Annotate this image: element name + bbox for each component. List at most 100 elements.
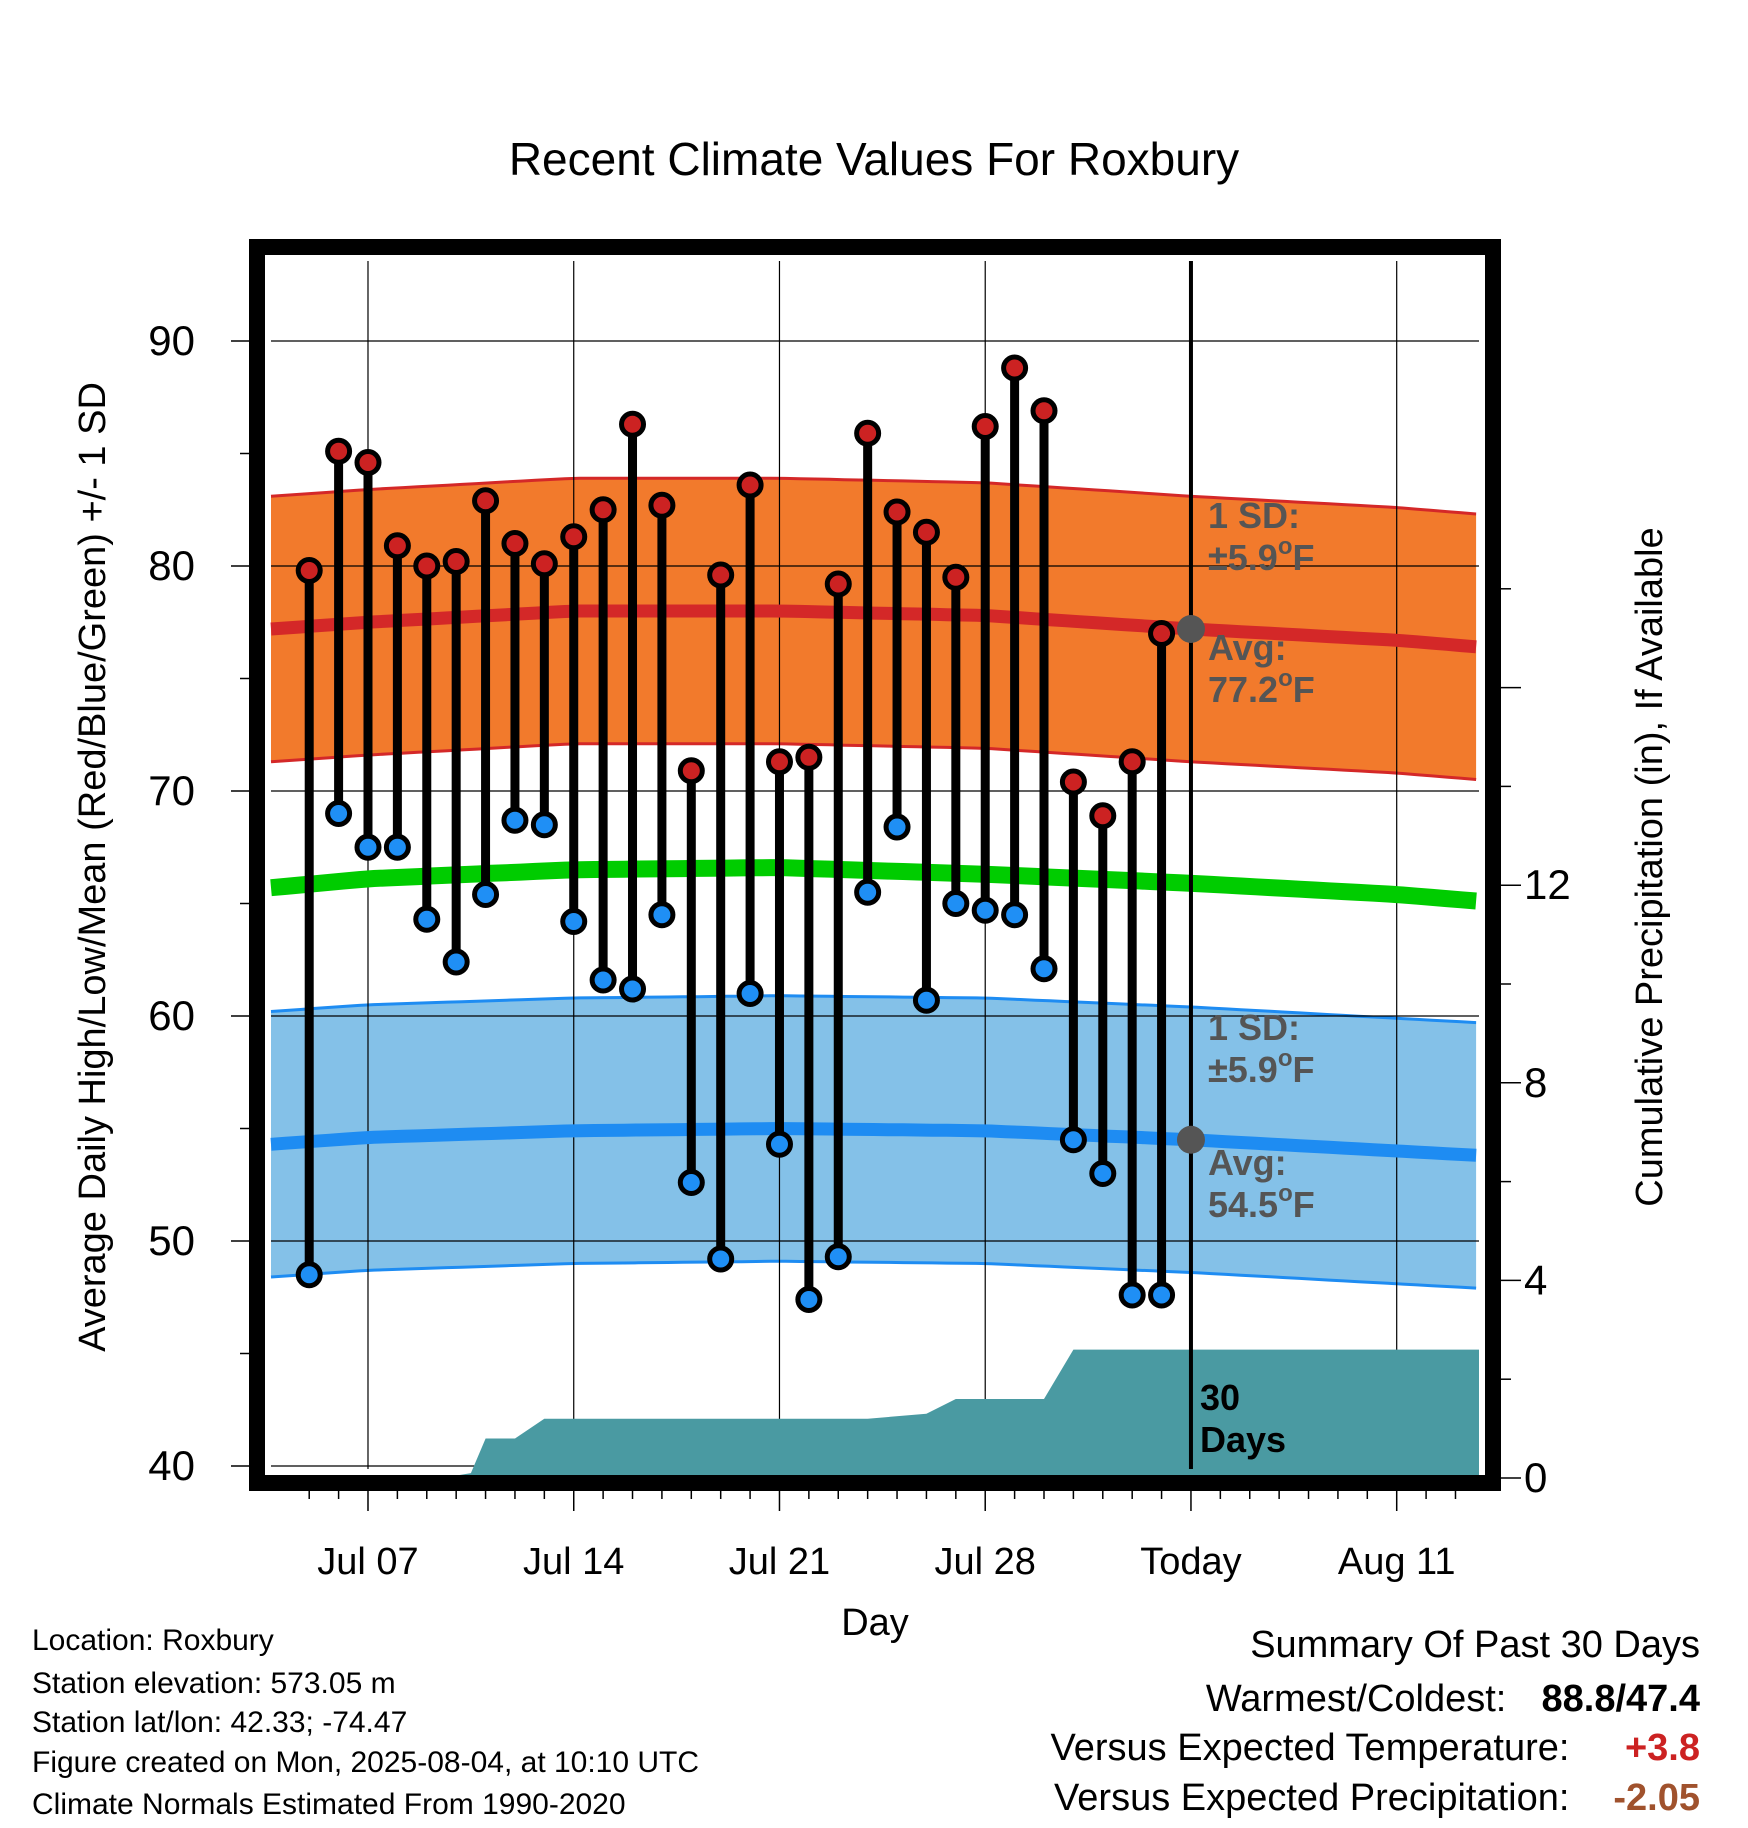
high-avg-value: 77.2oF	[1208, 665, 1315, 710]
daily-high-point	[648, 491, 676, 519]
daily-low-point	[1001, 901, 1029, 929]
x-tick-label: Jul 28	[935, 1541, 1036, 1583]
daily-low-point	[912, 986, 940, 1014]
daily-high-point	[442, 548, 470, 575]
precip-value: -2.05	[1613, 1777, 1700, 1819]
summary-precipitation: Versus Expected Precipitation: -2.05	[1054, 1778, 1700, 1818]
y-axis-label: Average Daily High/Low/Mean (Red/Blue/Gr…	[72, 382, 114, 1352]
low-avg-value: 54.5oF	[1208, 1180, 1315, 1225]
low-avg-degree: o	[1278, 1180, 1293, 1207]
y2-tick-label: 8	[1524, 1059, 1547, 1106]
y-tick-label: 80	[148, 542, 195, 589]
y2-tick-label: 0	[1524, 1454, 1547, 1501]
x-tick-label: Jul 07	[317, 1541, 418, 1583]
daily-low-point	[295, 1261, 323, 1289]
low-sd-number: ±5.9	[1208, 1049, 1278, 1090]
elevation-info: Station elevation: 573.05 m	[32, 1667, 396, 1700]
high-sd-degree: o	[1278, 533, 1293, 560]
daily-high-point	[589, 496, 617, 524]
daily-low-point	[472, 881, 500, 908]
high-sd-unit: F	[1292, 537, 1314, 578]
daily-low-point	[765, 1130, 793, 1158]
low-avg-label: Avg:	[1208, 1142, 1287, 1183]
created-info: Figure created on Mon, 2025-08-04, at 10…	[32, 1746, 700, 1779]
coldest-value: 47.4	[1626, 1678, 1700, 1720]
daily-high-point	[795, 743, 823, 771]
today-normal-low-marker	[1176, 1125, 1205, 1154]
window-label-line1: 30	[1200, 1377, 1240, 1418]
daily-low-point	[354, 833, 382, 861]
daily-low-point	[1089, 1160, 1117, 1187]
y-tick-label: 40	[148, 1442, 195, 1489]
high-avg-unit: F	[1293, 669, 1315, 710]
latlon-info: Station lat/lon: 42.33; -74.47	[32, 1706, 408, 1739]
daily-high-point	[560, 523, 588, 551]
daily-high-point	[854, 419, 882, 447]
daily-high-point	[354, 449, 382, 476]
daily-low-point	[413, 905, 441, 933]
temp-value: +3.8	[1624, 1727, 1700, 1769]
daily-high-point	[942, 563, 970, 591]
daily-high-point	[736, 471, 764, 499]
daily-high-point	[1148, 620, 1176, 647]
x-tick-label: Aug 11	[1338, 1541, 1456, 1583]
daily-high-point	[1030, 397, 1058, 425]
high-avg-degree: o	[1278, 665, 1293, 692]
daily-low-point	[589, 966, 617, 994]
daily-low-point	[883, 813, 911, 841]
high-sd-label: 1 SD:	[1208, 495, 1300, 536]
daily-low-point	[824, 1243, 852, 1271]
low-sd-unit: F	[1292, 1049, 1314, 1090]
daily-low-point	[736, 980, 764, 1007]
mean-low-line	[270, 1122, 1477, 1162]
daily-high-point	[677, 757, 705, 785]
high-sd-value: ±5.9oF	[1208, 533, 1314, 578]
daily-low-point	[648, 901, 676, 929]
daily-high-point	[1001, 354, 1029, 382]
daily-high-point	[707, 561, 735, 589]
daily-low-point	[677, 1169, 705, 1196]
low-band-upper-edge	[270, 994, 1477, 1025]
daily-mean-line	[270, 859, 1477, 910]
summary-heading: Summary Of Past 30 Days	[1250, 1624, 1700, 1666]
low-avg-number: 54.5	[1208, 1184, 1278, 1225]
normals-info: Climate Normals Estimated From 1990-2020	[32, 1788, 626, 1821]
daily-low-point	[1118, 1281, 1146, 1309]
daily-high-point	[824, 570, 852, 598]
daily-low-point	[383, 833, 411, 861]
left-axis: 90 80 70 60 50 40	[148, 317, 249, 1489]
daily-low-point	[854, 878, 882, 906]
temp-label: Versus Expected Temperature:	[1050, 1727, 1570, 1769]
high-band-upper-edge	[270, 476, 1477, 516]
daily-low-point	[530, 811, 558, 839]
daily-low-point	[501, 806, 529, 834]
plot-frame	[249, 239, 1501, 1491]
low-sd-value: ±5.9oF	[1208, 1045, 1314, 1090]
mean-high-line	[270, 604, 1477, 654]
chart-title: Recent Climate Values For Roxbury	[509, 133, 1239, 185]
high-band-lower-edge	[270, 742, 1477, 781]
y-tick-label: 70	[148, 767, 195, 814]
low-band-lower-edge	[270, 1259, 1477, 1290]
x-tick-label: Jul 14	[523, 1541, 624, 1583]
x-tick-label: Today	[1140, 1541, 1241, 1583]
daily-high-point	[501, 530, 529, 557]
high-avg-number: 77.2	[1208, 669, 1278, 710]
daily-low-point	[707, 1245, 735, 1273]
low-sd-degree: o	[1278, 1045, 1293, 1072]
daily-low-point	[325, 800, 353, 827]
daily-low-point	[942, 890, 970, 917]
warmest-value: 88.8	[1541, 1678, 1616, 1720]
y2-tick-label: 12	[1524, 861, 1571, 908]
daily-high-point	[619, 410, 647, 438]
x-tick-label: Jul 21	[729, 1541, 830, 1583]
daily-low-point	[442, 948, 470, 976]
daily-high-point	[765, 748, 793, 776]
precipitation-area	[271, 1349, 1479, 1478]
y2-tick-label: 4	[1524, 1256, 1547, 1303]
daily-high-point	[472, 487, 500, 515]
normal-lines	[270, 604, 1477, 1162]
daily-high-point	[1089, 802, 1117, 830]
high-sd-number: ±5.9	[1208, 537, 1278, 578]
